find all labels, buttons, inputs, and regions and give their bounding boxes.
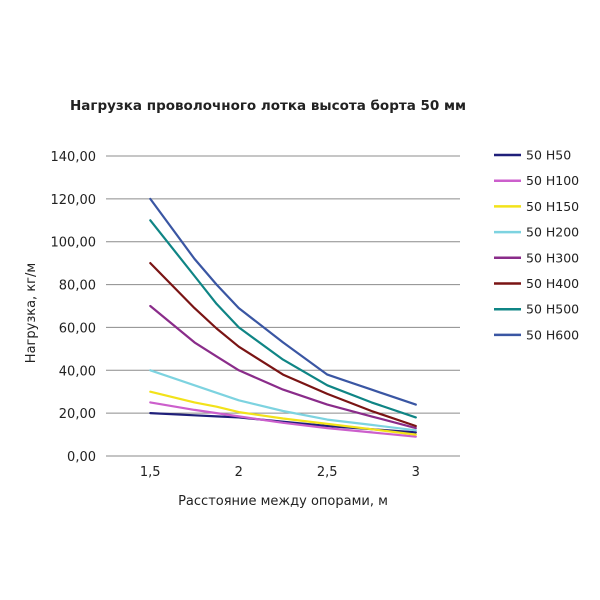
x-tick-label: 1,5 [140, 465, 161, 480]
x-tick-label: 3 [412, 465, 420, 480]
legend-label: 50 H400 [526, 276, 579, 291]
series-line-50-h500 [149, 219, 417, 419]
series-lines [149, 197, 417, 438]
grid [106, 155, 460, 414]
y-tick-label: 100,00 [51, 236, 97, 251]
legend-label: 50 H300 [526, 250, 579, 265]
legend-label: 50 H600 [526, 327, 579, 342]
series-line-50-h200 [149, 369, 417, 432]
x-tick-labels: 1,5 2 2,5 3 [140, 465, 420, 480]
legend: 50 H50 50 H100 50 H150 50 H200 50 H300 50 H40… [494, 148, 579, 342]
legend-label: 50 H50 [526, 148, 571, 163]
series-line-50-h400 [149, 262, 417, 428]
series-line-50-h100 [149, 401, 417, 438]
legend-label: 50 H150 [526, 199, 579, 214]
y-tick-label: 60,00 [59, 321, 96, 336]
x-axis-title: Расстояние между опорами, м [178, 494, 388, 509]
chart-title: Нагрузка проволочного лотка высота борта… [70, 98, 466, 114]
y-tick-labels: 0,00 20,00 40,00 60,00 80,00 100,00 120,00 140,… [51, 150, 97, 465]
legend-label: 50 H500 [526, 302, 579, 317]
series-line-50-h150 [149, 390, 417, 436]
x-tick-label: 2 [235, 465, 243, 480]
legend-label: 50 H100 [526, 173, 579, 188]
y-tick-label: 140,00 [51, 150, 97, 165]
y-tick-label: 40,00 [59, 364, 96, 379]
y-axis-title: Нагрузка, кг/м [24, 263, 39, 363]
series-line-50-h600 [149, 197, 417, 406]
y-tick-label: 80,00 [59, 279, 96, 294]
x-tick-label: 2,5 [317, 465, 338, 480]
series-line-50-h300 [149, 304, 417, 430]
y-tick-label: 20,00 [59, 407, 96, 422]
y-tick-label: 0,00 [67, 450, 96, 465]
y-tick-label: 120,00 [51, 193, 97, 208]
legend-label: 50 H200 [526, 225, 579, 240]
